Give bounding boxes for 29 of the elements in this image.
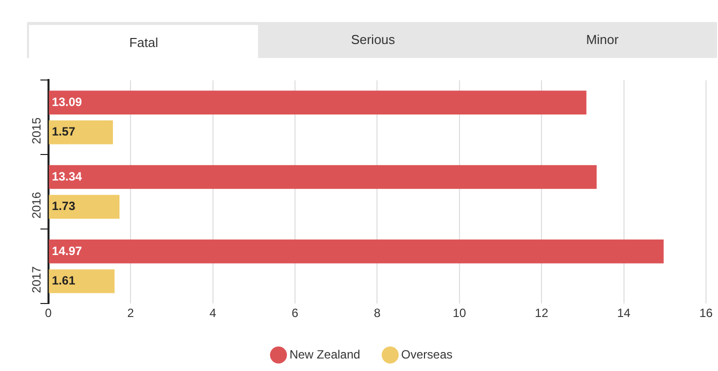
text: Serious [350,31,396,49]
x-tick-label: 16 [699,306,713,320]
x-tick-label: 14 [617,306,631,320]
data-label: 14.97 [52,244,82,258]
legend-label: Overseas [401,347,453,362]
data-label: 1.73 [52,199,76,214]
y-tick-label: 2017 [30,266,44,294]
y-tick-label: 2015 [30,117,44,144]
x-tick-label: 0 [45,306,52,320]
data-label: 13.09 [52,94,82,109]
y-tick-label: 2016 [30,192,44,219]
x-tick-label: 6 [292,306,299,320]
x-tick-label: 4 [209,306,216,320]
legend-label: New Zealand [289,347,360,362]
bar [48,240,664,264]
x-tick-label: 12 [534,306,549,320]
data-label: 13.34 [52,169,82,184]
x-tick-label: 10 [452,306,466,320]
x-tick-label: 8 [374,306,381,320]
data-label: 1.61 [52,274,76,288]
bar [48,120,113,144]
text: Minor [585,31,620,49]
text: Fatal [27,22,258,58]
x-tick-label: 2 [127,306,134,320]
bar [48,165,597,189]
data-label: 1.57 [52,124,76,139]
bar [48,194,120,219]
bar [48,269,115,294]
bar [48,90,586,114]
